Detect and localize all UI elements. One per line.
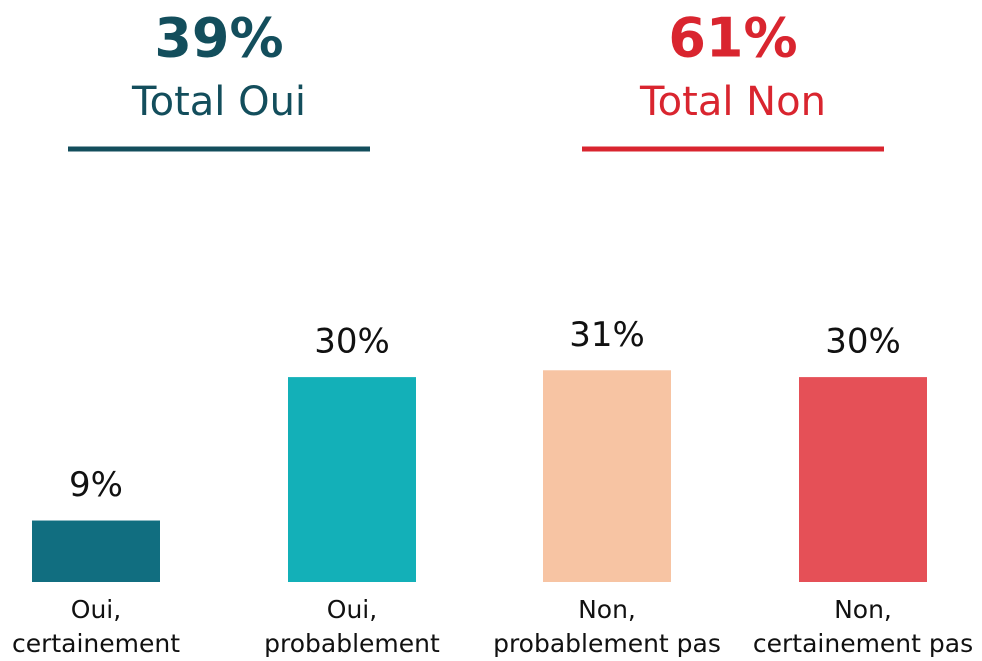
bar (288, 377, 416, 582)
summary-label: Total Non (639, 79, 826, 125)
bar (32, 520, 160, 582)
bar (799, 377, 927, 582)
category-label: Non, probablement pas (493, 595, 721, 658)
value-label: 9% (69, 465, 123, 505)
value-label: 30% (825, 322, 901, 362)
value-label: 30% (314, 322, 390, 362)
value-label: 31% (569, 315, 645, 355)
summary-value: 61% (668, 7, 797, 70)
category-label: Oui, certainement (11, 595, 181, 658)
category-label: Oui, probablement (264, 595, 440, 658)
summary-value: 39% (154, 7, 283, 70)
category-label: Non, certainement pas (752, 595, 974, 658)
summary-label: Total Oui (131, 79, 306, 125)
bar (543, 370, 671, 582)
